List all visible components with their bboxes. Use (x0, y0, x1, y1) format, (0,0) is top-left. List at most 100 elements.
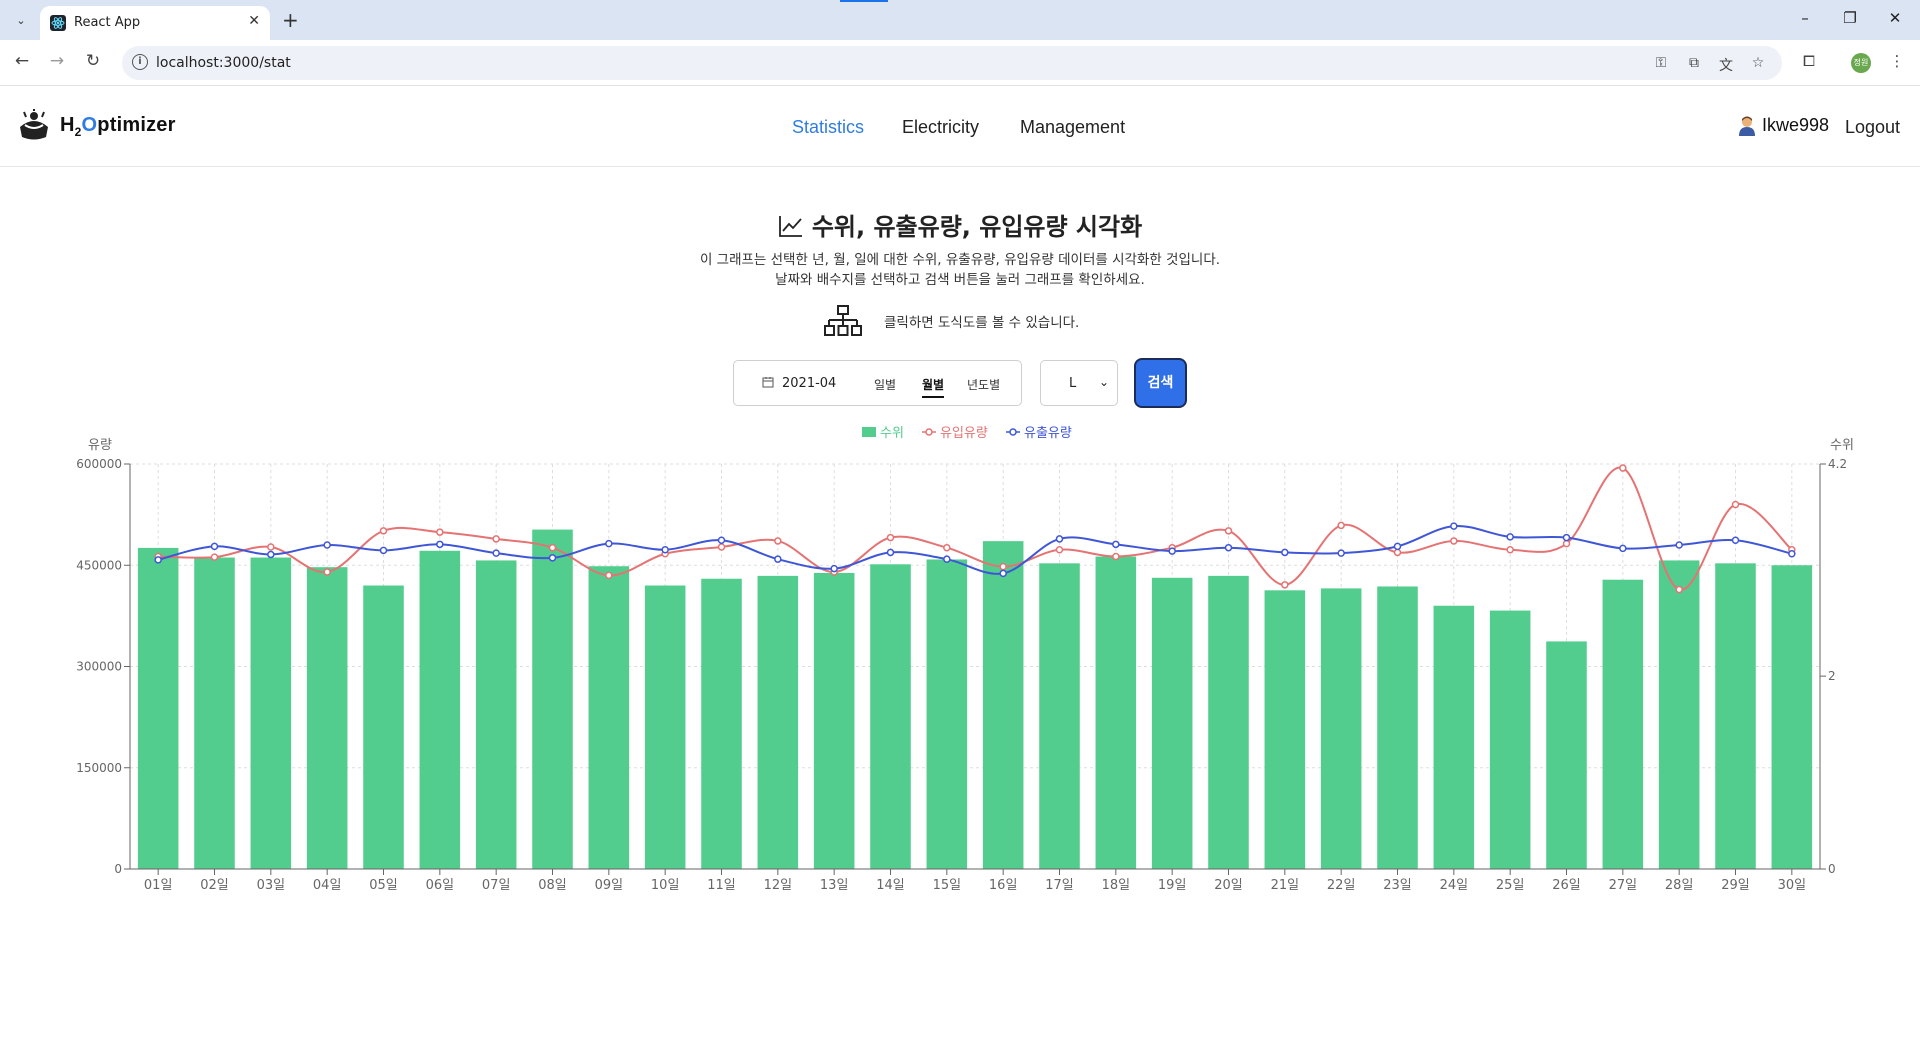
mode-daily[interactable]: 일별 (874, 378, 897, 392)
bar-level (250, 557, 292, 869)
x-tick-label: 04일 (313, 878, 342, 893)
legend-level-swatch (862, 427, 876, 437)
inflow-point (210, 553, 219, 561)
bookmark-star-icon[interactable]: ☆ (1751, 55, 1765, 71)
chart-legend[interactable]: 수위 유입유량 유출유량 (862, 426, 1072, 441)
tab-close-icon[interactable]: ✕ (248, 13, 260, 29)
site-info-icon[interactable]: i (132, 54, 148, 70)
x-tick-label: 16일 (989, 878, 1018, 893)
restore-icon[interactable]: ❐ (1843, 9, 1857, 27)
outflow-point (1675, 541, 1683, 549)
outflow-point (1112, 540, 1120, 549)
bar-level (1433, 605, 1475, 869)
inflow-point (717, 543, 726, 551)
reservoir-select[interactable]: L ⌄ (1040, 360, 1118, 406)
mode-monthly[interactable]: 월별 (922, 376, 945, 398)
outflow-point (999, 569, 1007, 578)
menu-kebab-icon[interactable]: ⋮ (1889, 52, 1905, 70)
date-value[interactable]: 2021-04 (782, 376, 837, 391)
bar-level (1095, 556, 1137, 869)
url-text[interactable]: localhost:3000/stat (156, 55, 291, 71)
reload-icon[interactable]: ↻ (85, 51, 101, 71)
left-tick-label: 0 (114, 862, 122, 876)
bar-level (137, 547, 179, 869)
x-tick-label: 30일 (1778, 878, 1807, 893)
right-axis-title: 수위 (1830, 438, 1854, 453)
window-close-icon[interactable]: ✕ (1888, 9, 1902, 27)
outflow-point (661, 545, 669, 554)
inflow-point (1112, 552, 1120, 561)
x-tick-label: 29일 (1721, 878, 1750, 893)
bar-level (1377, 586, 1418, 869)
browser-tabstrip: ⌄ React App ✕ + – ❐ ✕ (0, 0, 1920, 40)
user-info[interactable]: Ikwe998 (1738, 115, 1829, 136)
sitemap-diagram-icon[interactable] (824, 305, 862, 337)
tab-search-icon[interactable]: ⌄ (16, 13, 26, 27)
x-tick-label: 08일 (538, 878, 567, 893)
password-key-icon[interactable]: ⚿ (1655, 55, 1667, 71)
legend-outflow-marker (1009, 428, 1017, 436)
bar-level (475, 560, 517, 869)
extensions-icon[interactable]: ⧠ (1802, 52, 1815, 70)
chevron-down-icon: ⌄ (1099, 375, 1110, 389)
translate-icon[interactable]: 文 (1719, 58, 1733, 74)
legend-level-label: 수위 (880, 426, 904, 441)
bar-level (532, 529, 573, 869)
description-line-2: 날짜와 배수지를 선택하고 검색 버튼을 눌러 그래프를 확인하세요. (775, 272, 1145, 288)
profile-avatar[interactable]: 정원 (1851, 53, 1871, 73)
bar-level (194, 557, 235, 869)
date-picker[interactable]: 2021-04 일별 월별 년도별 (733, 360, 1022, 406)
x-tick-label: 27일 (1609, 878, 1638, 893)
x-tick-label: 13일 (820, 878, 849, 893)
outflow-point (436, 540, 444, 549)
new-tab-icon[interactable]: + (282, 8, 299, 32)
x-tick-label: 19일 (1158, 878, 1187, 893)
browser-tab[interactable]: React App ✕ (40, 6, 270, 40)
inflow-line (158, 466, 1793, 591)
mode-yearly[interactable]: 년도별 (967, 378, 1001, 392)
outflow-point (1393, 542, 1402, 551)
outflow-point (492, 549, 500, 557)
x-tick-label: 07일 (482, 878, 511, 893)
bar-level (306, 567, 348, 869)
x-tick-label: 15일 (933, 878, 962, 893)
search-button[interactable]: 검색 (1134, 358, 1187, 408)
install-app-icon[interactable]: ⧉ (1689, 55, 1699, 71)
outflow-point (379, 546, 388, 555)
nav-statistics[interactable]: Statistics (792, 117, 865, 137)
react-favicon-icon (50, 15, 66, 31)
outflow-point (717, 536, 726, 545)
forward-icon[interactable]: → (49, 51, 65, 71)
bar-level (1264, 590, 1306, 869)
bar-level (1602, 579, 1644, 869)
nav-management[interactable]: Management (1020, 117, 1126, 137)
left-axis-title: 유량 (88, 438, 112, 453)
level-bars (137, 529, 1813, 869)
diagram-link[interactable]: 클릭하면 도식도를 볼 수 있습니다. (824, 305, 1079, 337)
outflow-point (323, 541, 331, 549)
inflow-point (323, 568, 331, 576)
inflow-point (1337, 521, 1345, 530)
logout-link[interactable]: Logout (1845, 117, 1901, 137)
chart-axes: 0 150000 300000 450000 600000 0 2 4.2 유량 수위 01일 02일… (76, 438, 1854, 893)
back-icon[interactable]: ← (14, 51, 30, 71)
minimize-icon[interactable]: – (1801, 9, 1809, 27)
x-tick-label: 22일 (1327, 878, 1356, 893)
bar-level (701, 578, 742, 869)
nav-electricity[interactable]: Electricity (902, 117, 980, 137)
bar-level (363, 585, 404, 869)
bar-level (588, 566, 630, 869)
line-chart-icon (778, 216, 802, 237)
bar-level (982, 541, 1024, 869)
x-tick-label: 26일 (1552, 878, 1581, 893)
bar-level (926, 559, 968, 869)
right-tick-label: 4.2 (1828, 457, 1847, 471)
bar-level (419, 550, 461, 869)
x-tick-label: 17일 (1045, 878, 1074, 893)
outflow-point (1224, 543, 1233, 552)
inflow-point (1055, 545, 1064, 554)
bar-level (644, 585, 686, 869)
logo[interactable]: H2Optimizer (16, 109, 176, 143)
address-bar[interactable]: i localhost:3000/stat ⚿ ⧉ 文 ☆ (122, 46, 1782, 80)
right-tick-label: 0 (1828, 862, 1836, 876)
